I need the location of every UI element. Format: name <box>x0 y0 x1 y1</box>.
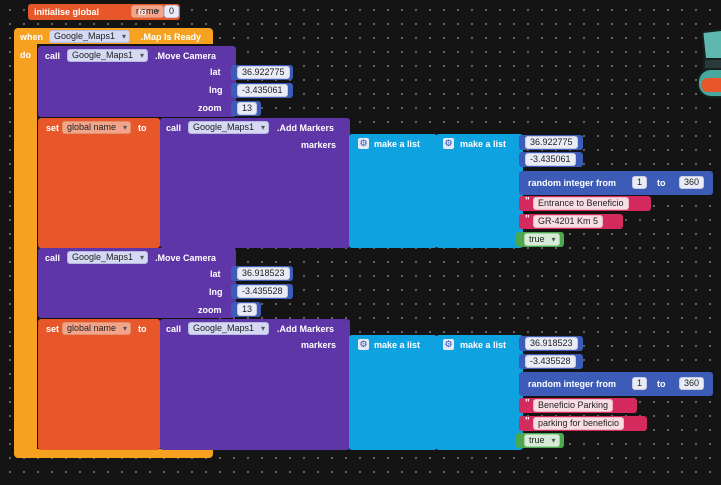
gear-icon[interactable]: ⚙ <box>443 138 454 149</box>
marker2-lng-block[interactable]: -3.435528 <box>519 354 583 369</box>
marker2-boolean-dropdown[interactable]: true <box>524 434 560 447</box>
init-label: initialise global <box>34 7 100 17</box>
marker2-boolean-block[interactable]: true <box>516 433 564 448</box>
make-list-inner-2[interactable]: ⚙ make a list <box>436 335 523 450</box>
set-global-name-block-1[interactable]: set global name to <box>38 118 160 248</box>
marker2-lat-field[interactable]: 36.918523 <box>525 337 578 350</box>
marker1-lat-field[interactable]: 36.922775 <box>525 136 578 149</box>
event-component-dropdown[interactable]: Google_Maps1 <box>49 30 131 43</box>
zoom-label: zoom <box>198 305 222 315</box>
move-camera-method: .Move Camera <box>155 253 217 263</box>
marker1-description-block[interactable]: " GR-4201 Km 5 <box>519 214 623 229</box>
lng-label: lng <box>209 287 223 297</box>
set-global-name-block-2[interactable]: set global name to <box>38 319 160 450</box>
marker1-lng-block[interactable]: -3.435061 <box>519 152 583 167</box>
markers-label: markers <box>301 140 337 150</box>
add-markers-method: .Add Markers <box>277 123 335 133</box>
marker1-random-block[interactable]: random integer from 1 to 360 <box>519 171 713 195</box>
init-variable-name[interactable]: name <box>131 5 164 18</box>
marker1-random-to[interactable]: 360 <box>679 176 705 189</box>
move-camera-component-dropdown[interactable]: Google_Maps1 <box>67 49 149 62</box>
make-list-label: make a list <box>460 139 507 149</box>
marker1-lat-block[interactable]: 36.922775 <box>519 135 583 150</box>
marker1-boolean-dropdown[interactable]: true <box>524 233 560 246</box>
markers-label: markers <box>301 340 337 350</box>
event-name: .Map Is Ready <box>141 32 202 42</box>
set-variable-dropdown-2[interactable]: global name <box>62 322 132 335</box>
zoom-value-block-1[interactable]: 13 <box>231 101 261 116</box>
initialise-global-block[interactable]: initialise global name to 0 <box>28 4 180 20</box>
marker2-lat-block[interactable]: 36.918523 <box>519 336 583 351</box>
camera1-zoom-field[interactable]: 13 <box>237 102 258 115</box>
add-markers-method: .Add Markers <box>277 324 335 334</box>
random-label: random integer from <box>528 178 617 188</box>
gear-icon[interactable]: ⚙ <box>358 138 369 149</box>
move-camera-method: .Move Camera <box>155 51 217 61</box>
make-list-label: make a list <box>374 139 421 149</box>
marker2-description-block[interactable]: " parking for beneficio <box>519 416 647 431</box>
camera1-lng-field[interactable]: -3.435061 <box>237 84 288 97</box>
when-label: when <box>20 32 44 42</box>
move-camera-block-2[interactable]: call Google_Maps1 .Move Camera lat lng z… <box>38 248 236 318</box>
marker1-title-block[interactable]: " Entrance to Beneficio <box>519 196 651 211</box>
marker2-random-from[interactable]: 1 <box>632 377 648 390</box>
lat-label: lat <box>210 269 221 279</box>
move-camera-block-1[interactable]: call Google_Maps1 .Move Camera lat lng z… <box>38 46 236 117</box>
marker1-lng-field[interactable]: -3.435061 <box>525 153 576 166</box>
gear-icon[interactable]: ⚙ <box>358 339 369 350</box>
lat-label: lat <box>210 67 221 77</box>
set-to-label: to <box>138 324 147 334</box>
call-label: call <box>166 123 182 133</box>
add-markers-block-1[interactable]: call Google_Maps1 .Add Markers markers <box>160 118 350 248</box>
set-label: set <box>46 324 60 334</box>
make-list-outer-2[interactable]: ⚙ make a list <box>349 335 437 450</box>
make-list-inner-1[interactable]: ⚙ make a list <box>436 134 523 248</box>
init-to-keyword: to <box>138 7 147 17</box>
add-markers-component-dropdown-2[interactable]: Google_Maps1 <box>188 322 270 335</box>
gear-icon[interactable]: ⚙ <box>443 339 454 350</box>
camera2-lng-field[interactable]: -3.435528 <box>237 285 288 298</box>
lat-value-block-2[interactable]: 36.918523 <box>231 266 293 281</box>
lng-label: lng <box>209 85 223 95</box>
random-to-label: to <box>657 178 666 188</box>
set-to-label: to <box>138 123 147 133</box>
add-markers-block-2[interactable]: call Google_Maps1 .Add Markers markers <box>160 319 350 450</box>
trash-can-icon[interactable] <box>697 29 721 98</box>
marker2-description-field[interactable]: parking for beneficio <box>533 417 625 430</box>
marker1-boolean-block[interactable]: true <box>516 232 564 247</box>
make-list-outer-1[interactable]: ⚙ make a list <box>349 134 437 248</box>
make-list-label: make a list <box>374 340 421 350</box>
zoom-value-block-2[interactable]: 13 <box>231 302 261 317</box>
call-label: call <box>45 253 61 263</box>
camera2-zoom-field[interactable]: 13 <box>237 303 258 316</box>
lat-value-block-1[interactable]: 36.922775 <box>231 65 293 80</box>
marker2-title-block[interactable]: " Beneficio Parking <box>519 398 637 413</box>
set-label: set <box>46 123 60 133</box>
camera2-lat-field[interactable]: 36.918523 <box>237 267 290 280</box>
do-label: do <box>20 50 31 60</box>
marker1-title-field[interactable]: Entrance to Beneficio <box>533 197 629 210</box>
camera1-lat-field[interactable]: 36.922775 <box>237 66 290 79</box>
random-to-label: to <box>657 379 666 389</box>
add-markers-component-dropdown-1[interactable]: Google_Maps1 <box>188 121 270 134</box>
marker2-random-to[interactable]: 360 <box>679 377 705 390</box>
marker2-lng-field[interactable]: -3.435528 <box>525 355 576 368</box>
init-value[interactable]: 0 <box>164 5 180 18</box>
call-label: call <box>166 324 182 334</box>
random-label: random integer from <box>528 379 617 389</box>
call-label: call <box>45 51 61 61</box>
make-list-label: make a list <box>460 340 507 350</box>
marker1-description-field[interactable]: GR-4201 Km 5 <box>533 215 604 228</box>
move-camera-component-dropdown[interactable]: Google_Maps1 <box>67 251 149 264</box>
marker2-title-field[interactable]: Beneficio Parking <box>533 399 614 412</box>
set-variable-dropdown-1[interactable]: global name <box>62 121 132 134</box>
marker1-random-from[interactable]: 1 <box>632 176 648 189</box>
lng-value-block-2[interactable]: -3.435528 <box>231 284 293 299</box>
lng-value-block-1[interactable]: -3.435061 <box>231 83 293 98</box>
zoom-label: zoom <box>198 103 222 113</box>
marker2-random-block[interactable]: random integer from 1 to 360 <box>519 372 713 396</box>
